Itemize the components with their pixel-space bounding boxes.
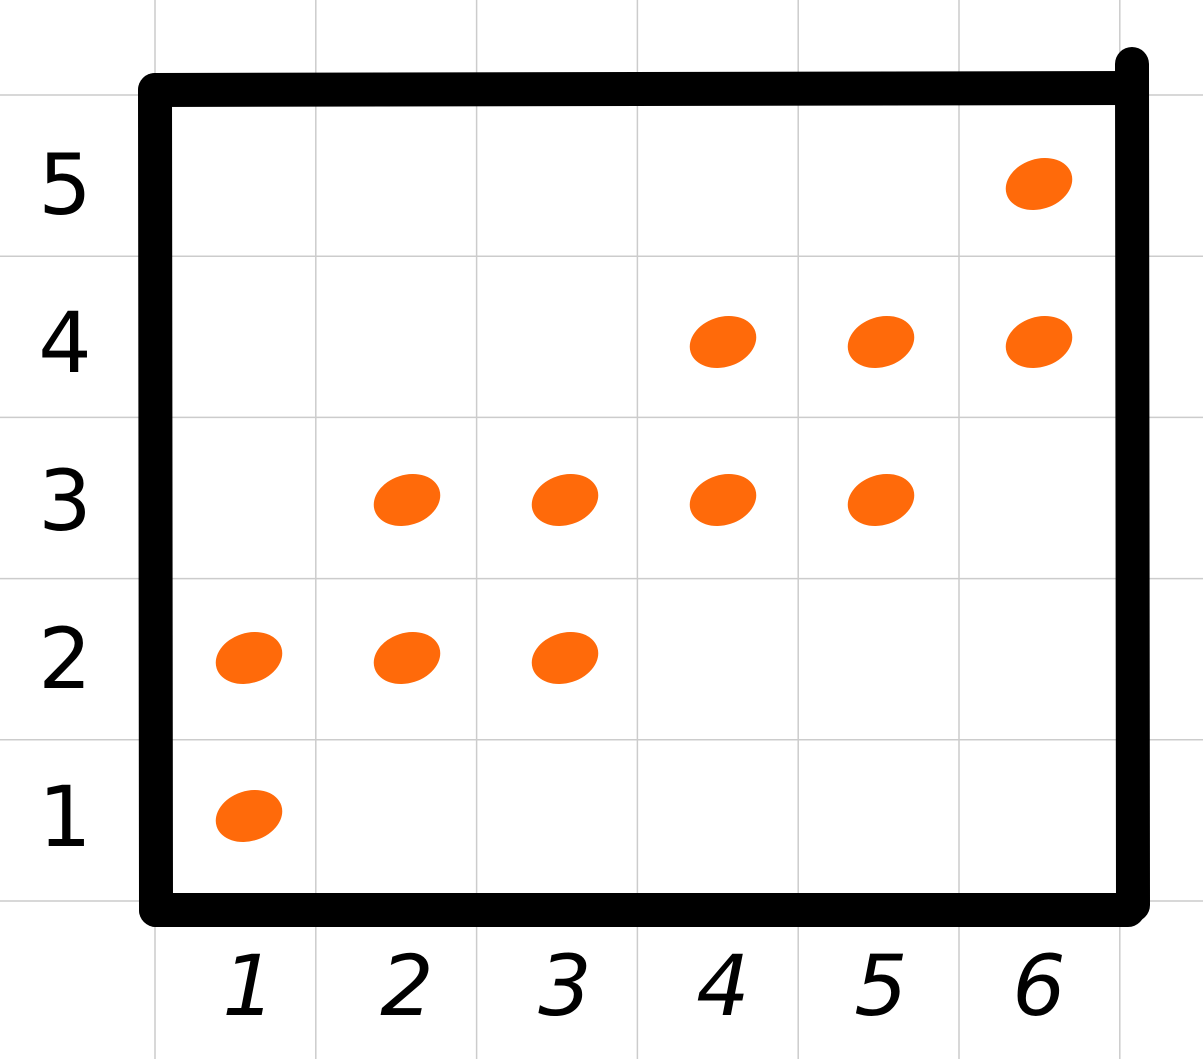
x-tick-label-6: 6 — [1012, 937, 1065, 1035]
data-points — [215, 158, 1073, 842]
y-tick-label-3: 3 — [38, 452, 91, 550]
y-tick-label-1: 1 — [38, 768, 91, 866]
plot-frame — [138, 47, 1150, 927]
x-tick-label-1: 1 — [222, 937, 275, 1035]
y-tick-label-4: 4 — [38, 294, 91, 392]
data-point-9 — [689, 316, 757, 368]
frame-left — [138, 73, 173, 927]
y-tick-label-2: 2 — [38, 610, 91, 708]
data-point-4 — [531, 632, 599, 684]
data-point-8 — [847, 474, 915, 526]
data-point-5 — [373, 474, 441, 526]
data-point-1 — [215, 790, 283, 842]
frame-right — [1115, 47, 1150, 922]
x-tick-label-3: 3 — [538, 937, 591, 1035]
x-tick-label-5: 5 — [854, 937, 907, 1035]
frame-top — [138, 71, 1149, 107]
y-axis-tick-labels: 1 2 3 4 5 — [38, 136, 91, 866]
y-tick-label-5: 5 — [38, 136, 91, 234]
x-tick-label-4: 4 — [696, 937, 749, 1035]
data-point-2 — [215, 632, 283, 684]
data-point-11 — [1005, 316, 1073, 368]
data-point-7 — [689, 474, 757, 526]
x-tick-label-2: 2 — [380, 937, 433, 1035]
data-point-6 — [531, 474, 599, 526]
x-axis-tick-labels: 1 2 3 4 5 6 — [222, 937, 1065, 1035]
data-point-12 — [1005, 158, 1073, 210]
data-point-3 — [373, 632, 441, 684]
data-point-10 — [847, 316, 915, 368]
